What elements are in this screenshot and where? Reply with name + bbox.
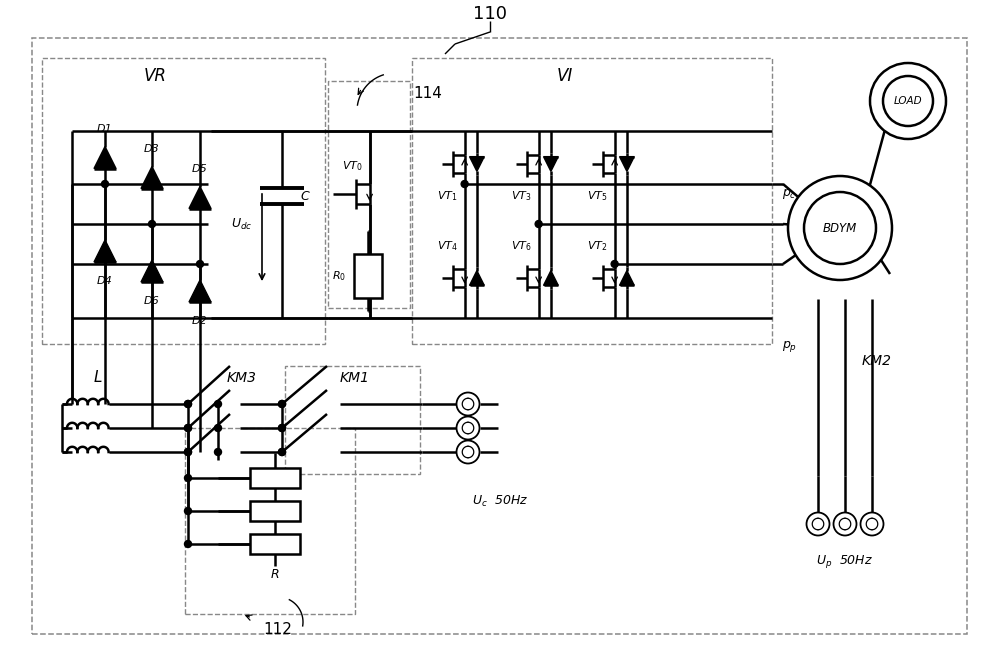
Circle shape bbox=[833, 513, 856, 535]
Text: D4: D4 bbox=[97, 276, 113, 286]
Text: D2: D2 bbox=[192, 316, 208, 326]
Text: $U_{dc}$: $U_{dc}$ bbox=[231, 216, 252, 232]
Text: D1: D1 bbox=[97, 125, 113, 135]
Bar bbox=[328, 81, 410, 308]
Circle shape bbox=[278, 424, 286, 432]
Circle shape bbox=[806, 513, 830, 535]
Text: 114: 114 bbox=[414, 87, 442, 101]
Circle shape bbox=[278, 400, 286, 408]
Text: $p_c$: $p_c$ bbox=[782, 187, 797, 201]
Bar bbox=[32, 38, 967, 634]
Text: VT$_4$: VT$_4$ bbox=[437, 239, 458, 253]
Text: KM2: KM2 bbox=[862, 354, 892, 368]
Polygon shape bbox=[544, 157, 558, 171]
Bar bbox=[42, 58, 325, 344]
Circle shape bbox=[184, 507, 192, 515]
Bar bbox=[250, 534, 300, 554]
Circle shape bbox=[214, 448, 222, 456]
Text: R: R bbox=[271, 567, 279, 581]
Circle shape bbox=[278, 448, 286, 456]
Circle shape bbox=[804, 192, 876, 264]
Circle shape bbox=[184, 400, 192, 408]
Polygon shape bbox=[189, 186, 211, 208]
Text: C: C bbox=[300, 190, 309, 202]
Text: $R_0$: $R_0$ bbox=[332, 269, 346, 283]
Text: $U_c$  50Hz: $U_c$ 50Hz bbox=[472, 494, 528, 509]
Circle shape bbox=[214, 400, 222, 408]
Circle shape bbox=[461, 180, 468, 188]
Polygon shape bbox=[470, 157, 484, 171]
Text: BDYM: BDYM bbox=[823, 222, 857, 234]
Circle shape bbox=[883, 76, 933, 126]
Polygon shape bbox=[141, 166, 163, 188]
Text: 110: 110 bbox=[473, 5, 507, 23]
Bar bbox=[250, 501, 300, 521]
Circle shape bbox=[788, 176, 892, 280]
Circle shape bbox=[278, 400, 286, 408]
Circle shape bbox=[184, 474, 192, 482]
Polygon shape bbox=[544, 270, 558, 285]
Polygon shape bbox=[94, 240, 116, 262]
Circle shape bbox=[184, 448, 192, 456]
Text: KM1: KM1 bbox=[340, 371, 370, 385]
Text: D3: D3 bbox=[144, 145, 160, 155]
Text: VT$_3$: VT$_3$ bbox=[511, 189, 532, 203]
Circle shape bbox=[861, 513, 884, 535]
Text: VT$_1$: VT$_1$ bbox=[437, 189, 458, 203]
Text: VT$_0$: VT$_0$ bbox=[342, 159, 362, 173]
Circle shape bbox=[184, 400, 192, 408]
Circle shape bbox=[456, 416, 480, 440]
Polygon shape bbox=[189, 280, 211, 302]
Text: D6: D6 bbox=[144, 296, 160, 306]
Circle shape bbox=[870, 63, 946, 139]
Circle shape bbox=[184, 448, 192, 456]
Text: VR: VR bbox=[144, 67, 166, 85]
Circle shape bbox=[611, 260, 618, 268]
Circle shape bbox=[214, 424, 222, 432]
Text: KM3: KM3 bbox=[227, 371, 257, 385]
Text: VT$_6$: VT$_6$ bbox=[511, 239, 532, 253]
Text: 112: 112 bbox=[264, 623, 292, 637]
Bar bbox=[185, 428, 355, 614]
Polygon shape bbox=[470, 270, 484, 285]
Circle shape bbox=[456, 392, 480, 416]
Circle shape bbox=[196, 260, 204, 268]
Circle shape bbox=[184, 424, 192, 432]
Text: VT$_5$: VT$_5$ bbox=[587, 189, 608, 203]
Circle shape bbox=[148, 220, 156, 228]
Circle shape bbox=[102, 180, 108, 188]
Text: D5: D5 bbox=[192, 165, 208, 174]
Bar bbox=[354, 254, 382, 298]
Polygon shape bbox=[94, 147, 116, 168]
Text: $p_p$: $p_p$ bbox=[782, 338, 797, 354]
Circle shape bbox=[535, 220, 542, 228]
Bar bbox=[285, 366, 420, 474]
Circle shape bbox=[456, 440, 480, 464]
Polygon shape bbox=[620, 270, 634, 285]
Circle shape bbox=[278, 448, 286, 456]
Text: $U_p$  50Hz: $U_p$ 50Hz bbox=[816, 553, 874, 569]
Text: LOAD: LOAD bbox=[894, 96, 922, 106]
Circle shape bbox=[278, 424, 286, 432]
Polygon shape bbox=[620, 157, 634, 171]
Text: L: L bbox=[94, 370, 102, 386]
Bar bbox=[250, 468, 300, 488]
Circle shape bbox=[184, 541, 192, 547]
Text: VI: VI bbox=[557, 67, 573, 85]
Text: VT$_2$: VT$_2$ bbox=[587, 239, 608, 253]
Polygon shape bbox=[141, 260, 163, 282]
Bar bbox=[412, 58, 772, 344]
Circle shape bbox=[184, 424, 192, 432]
